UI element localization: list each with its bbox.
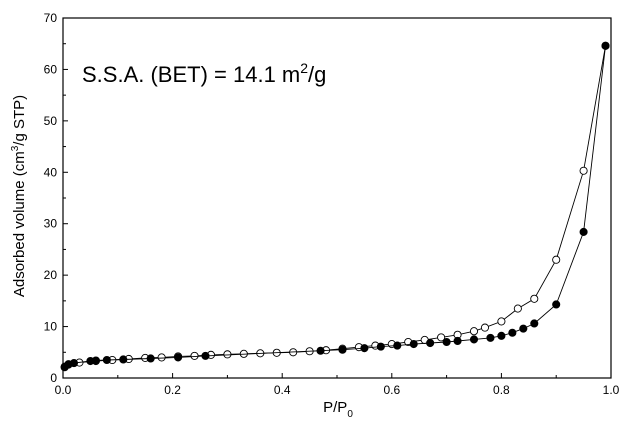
x-axis-label: P/P0 [323,399,353,420]
data-point-filled [508,328,517,337]
data-point-filled [376,342,385,351]
y-tick-label: 0 [50,371,57,385]
data-point-open [513,304,522,313]
data-point-filled [69,359,79,368]
y-tick-label: 10 [44,320,58,334]
x-axis-label-subscript: 0 [347,409,353,420]
plot-frame [62,17,612,379]
data-point-open [437,333,446,342]
y-axis-label-pre: Adsorbed volume (cm [11,151,28,297]
data-point-open [579,166,588,175]
y-axis-label-superscript: 3 [10,145,21,151]
data-point-open [497,317,506,326]
data-point-filled [530,319,539,328]
y-tick-label: 50 [44,114,58,128]
data-point-filled [360,344,369,353]
data-point-filled [146,354,155,363]
y-tick-label: 20 [44,268,58,282]
data-point-open [469,327,479,336]
y-tick-label: 60 [44,62,58,76]
data-point-filled [497,331,506,340]
series-layer [60,41,610,372]
data-point-open [190,351,199,360]
x-tick-label: 0.2 [164,383,181,397]
y-axis-label: Adsorbed volume (cm3/g STP) [10,95,28,297]
data-point-filled [601,41,610,50]
x-axis-label-main: P/P [323,399,347,416]
bet-annotation: S.S.A. (BET) = 14.1 m2/g [82,60,326,87]
series-line-open-circle [64,45,606,368]
data-point-filled [469,335,479,344]
bet-annotation-prefix: S.S.A. (BET) = 14.1 m [82,62,300,87]
y-tick-label: 30 [44,217,58,231]
data-point-filled [201,351,210,360]
data-point-filled [91,356,100,365]
data-point-filled [393,341,402,350]
data-point-filled [102,355,111,365]
series-line-filled-circle [64,45,606,368]
y-tick-label: 70 [44,11,58,25]
data-point-filled [453,336,462,346]
data-point-filled [442,337,451,347]
bet-annotation-suffix: /g [308,62,326,87]
data-point-filled [316,346,325,355]
data-point-filled [338,345,347,354]
data-point-open [480,323,490,332]
x-tick-label: 0.0 [55,383,72,397]
bet-annotation-superscript: 2 [300,60,308,76]
ticks-layer: 0.0 0.2 0.4 0.6 0.8 1.0 0 10 20 30 40 50 60 70 [44,11,620,397]
x-tick-label: 0.4 [274,383,291,397]
data-point-open [530,294,539,303]
data-point-open [157,353,166,362]
x-tick-label: 0.6 [383,383,400,397]
data-point-filled [579,227,588,236]
data-point-open [552,255,561,264]
data-point-open [223,350,232,359]
x-tick-label: 0.8 [493,383,510,397]
data-point-filled [426,338,435,348]
data-point-filled [174,353,183,362]
data-point-filled [409,340,418,349]
data-point-filled [119,355,128,364]
data-point-filled [519,324,528,333]
y-axis-label-post: /g STP) [11,95,28,146]
data-point-filled [486,333,495,342]
y-tick-label: 40 [44,165,58,179]
data-point-filled [552,300,561,309]
x-tick-label: 1.0 [603,383,620,397]
